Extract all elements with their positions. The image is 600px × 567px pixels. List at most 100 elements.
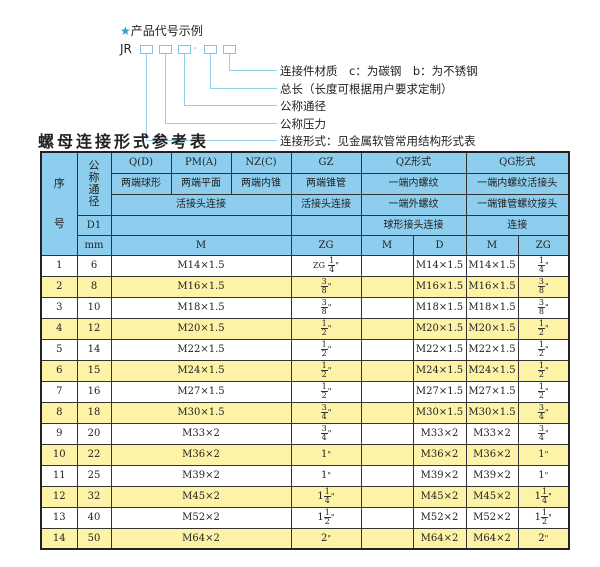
- table-row: 5 14 M22×1.5 1 2 " M22×1.5 M22×1.5 1 2 ": [40, 338, 570, 361]
- leader-line: [210, 88, 277, 89]
- table-cell: 40: [76, 506, 112, 529]
- header-qz: QZ形式: [360, 151, 467, 174]
- table-cell: [360, 506, 414, 529]
- table-cell: 3 8 ": [517, 275, 570, 298]
- table-cell: 1": [517, 464, 570, 487]
- table-cell: M33×2: [412, 422, 467, 445]
- table-cell: 3 4 ": [517, 401, 570, 424]
- table-cell: 9: [40, 422, 78, 445]
- table-cell: 3 4 ": [290, 401, 362, 424]
- table-cell: 25: [76, 464, 112, 487]
- table-cell: 15: [76, 359, 112, 382]
- table-cell: 13: [40, 506, 78, 529]
- table-row: 12 32 M45×2 1 1 4 " M45×2 M45×2 1 1 4 ": [40, 485, 570, 508]
- leader-line: [165, 123, 277, 124]
- table-cell: 3 8 ": [290, 275, 362, 298]
- table-cell: M52×2: [465, 506, 519, 529]
- table-cell: M30×1.5: [465, 401, 519, 424]
- leader-line: [229, 54, 230, 70]
- table-cell: 1: [40, 254, 78, 277]
- table-cell: M45×2: [465, 485, 519, 508]
- leader-line: [184, 54, 185, 105]
- table-cell: [360, 254, 414, 277]
- header-thread: D: [412, 234, 467, 256]
- code-prefix: JR: [120, 42, 132, 56]
- table-row: 7 16 M27×1.5 1 2 " M27×1.5 M27×1.5 1 2 ": [40, 380, 570, 403]
- table-cell: 10: [40, 443, 78, 466]
- header-connection: 活接头连接: [110, 193, 292, 216]
- header-thread: M: [465, 234, 519, 256]
- header-desc: 两端球形: [110, 172, 172, 195]
- header-connection: 连接: [465, 214, 570, 236]
- table-cell: ZG 1 4 ": [290, 254, 362, 277]
- table-cell: M39×2: [110, 464, 292, 487]
- table-cell: 1 1 4 ": [517, 485, 570, 508]
- table-cell: 32: [76, 485, 112, 508]
- header-connection: 一端锥管螺纹接头: [465, 193, 570, 216]
- table-cell: M52×2: [110, 506, 292, 529]
- header-qg: QG形式: [465, 151, 570, 174]
- legend-title-text: 产品代号示例: [130, 24, 203, 38]
- code-box-2: [159, 45, 172, 54]
- table-cell: M36×2: [465, 443, 519, 466]
- table-cell: M30×1.5: [412, 401, 467, 424]
- header-desc: 一端内螺纹活接头: [465, 172, 570, 195]
- table-cell: 3 8 ": [290, 296, 362, 319]
- table-cell: 14: [40, 527, 78, 550]
- table-cell: 1 2 ": [290, 359, 362, 382]
- legend-title: ★产品代号示例: [120, 22, 203, 39]
- table-row: 13 40 M52×2 1 1 2 " M52×2 M52×2 1 1 2 ": [40, 506, 570, 529]
- table-cell: 1 1 4 ": [290, 485, 362, 508]
- table-cell: 1 2 ": [517, 317, 570, 340]
- header-dn: 公称通径: [76, 151, 112, 216]
- table-cell: 1 1 2 ": [290, 506, 362, 529]
- table-cell: M22×1.5: [465, 338, 519, 361]
- code-box-5: [223, 45, 236, 54]
- table-title: 螺母连接形式参考表: [38, 132, 210, 151]
- header-desc: 一端内螺纹: [360, 172, 467, 195]
- table-cell: 1 2 ": [290, 317, 362, 340]
- header-seq: 序号: [40, 151, 78, 256]
- table-cell: 2": [517, 527, 570, 550]
- table-cell: 6: [40, 359, 78, 382]
- table-row: 3 10 M18×1.5 3 8 " M18×1.5 M18×1.5 3 8 ": [40, 296, 570, 319]
- header-desc: 两端锥管: [290, 172, 362, 195]
- table-cell: 3 4 ": [290, 422, 362, 445]
- table-cell: M14×1.5: [110, 254, 292, 277]
- table-cell: 1 2 ": [290, 380, 362, 403]
- table-row: 10 22 M36×2 1" M36×2 M36×2 1": [40, 443, 570, 466]
- table-cell: 2: [40, 275, 78, 298]
- table-cell: M64×2: [110, 527, 292, 550]
- table-cell: 3 8 ": [517, 296, 570, 319]
- table-cell: 1 2 ": [290, 338, 362, 361]
- header-connection: 活接头连接: [290, 193, 362, 216]
- table-cell: 1 1 2 ": [517, 506, 570, 529]
- table-cell: M20×1.5: [412, 317, 467, 340]
- table-cell: 22: [76, 443, 112, 466]
- table-cell: M18×1.5: [110, 296, 292, 319]
- header-thread: ZG: [290, 234, 362, 256]
- header-empty: [290, 214, 362, 236]
- table-cell: M64×2: [412, 527, 467, 550]
- table-row: 2 8 M16×1.5 3 8 " M16×1.5 M16×1.5 3 8 ": [40, 275, 570, 298]
- table-cell: M39×2: [412, 464, 467, 487]
- table-cell: M22×1.5: [412, 338, 467, 361]
- table-cell: M27×1.5: [412, 380, 467, 403]
- table-row: 11 25 M39×2 1" M39×2 M39×2 1": [40, 464, 570, 487]
- header-thread: ZG: [517, 234, 570, 256]
- table-cell: 20: [76, 422, 112, 445]
- header-desc: 两端内锥: [230, 172, 292, 195]
